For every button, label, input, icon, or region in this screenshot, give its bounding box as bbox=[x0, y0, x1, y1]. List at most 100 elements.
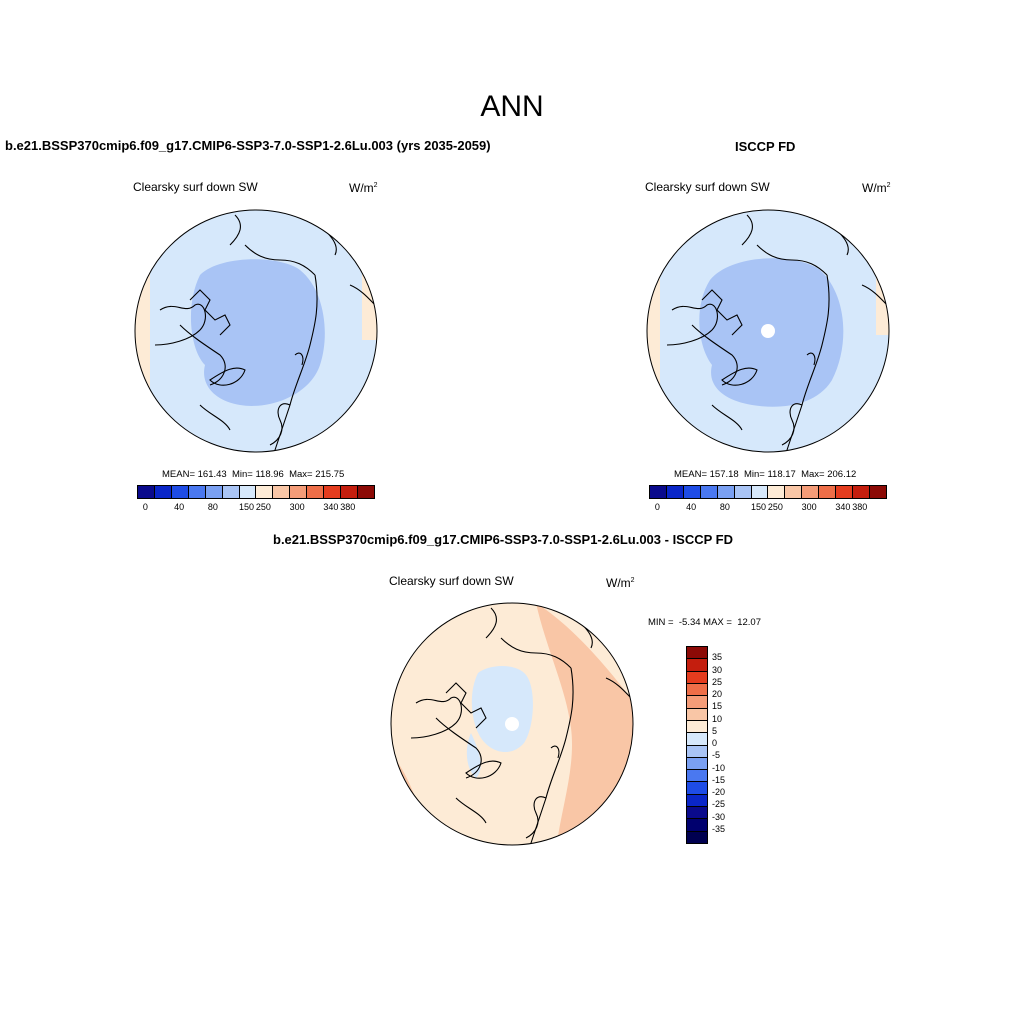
obs-stats: MEAN= 157.18 Min= 118.17 Max= 206.12 bbox=[674, 469, 857, 480]
colorbar-tick-label: 80 bbox=[719, 502, 730, 512]
colorbar-swatch bbox=[687, 745, 707, 758]
colorbar-tick-label: -15 bbox=[712, 774, 726, 785]
colorbar-swatch bbox=[307, 486, 325, 498]
colorbar-swatch bbox=[687, 794, 707, 808]
colorbar-tick-label: -25 bbox=[712, 799, 726, 810]
colorbar-swatch bbox=[687, 807, 707, 820]
colorbar-tick-label: 300 bbox=[289, 502, 305, 512]
colorbar-tick-label: 250 bbox=[767, 502, 783, 512]
colorbar-swatch bbox=[687, 819, 707, 832]
colorbar-swatch bbox=[687, 770, 707, 783]
colorbar-tick-label: 80 bbox=[207, 502, 218, 512]
model-units: W/m2 bbox=[349, 181, 378, 195]
colorbar-tick-label: 10 bbox=[712, 713, 723, 724]
colorbar-swatch bbox=[239, 486, 257, 498]
colorbar-swatch bbox=[205, 486, 223, 498]
colorbar-swatch bbox=[869, 486, 886, 498]
colorbar-swatch bbox=[687, 647, 707, 660]
light-blue-region bbox=[471, 666, 533, 753]
colorbar-tick-label: 150 bbox=[751, 502, 767, 512]
colorbar-swatch bbox=[836, 486, 854, 498]
map-peach-left bbox=[135, 245, 150, 395]
colorbar-swatch bbox=[751, 486, 769, 498]
obs-colorbar-ticks: 0 40 80 150 250 300 340 380 bbox=[649, 502, 885, 514]
obs-polar-map bbox=[646, 209, 890, 453]
diff-units: W/m2 bbox=[606, 576, 635, 590]
colorbar-swatch bbox=[290, 486, 308, 498]
diff-polar-map bbox=[390, 602, 634, 846]
colorbar-swatch bbox=[273, 486, 291, 498]
colorbar-swatch bbox=[666, 486, 684, 498]
colorbar-swatch bbox=[687, 831, 707, 843]
colorbar-tick-label: 25 bbox=[712, 676, 723, 687]
model-polar-map bbox=[134, 209, 378, 453]
colorbar-tick-label: 380 bbox=[340, 502, 356, 512]
colorbar-tick-label: 150 bbox=[239, 502, 255, 512]
diff-minmax: MIN = -5.34 MAX = 12.07 bbox=[648, 617, 761, 628]
colorbar-tick-label: 20 bbox=[712, 689, 723, 699]
colorbar-tick-label: -20 bbox=[712, 787, 726, 797]
model-variable-label: Clearsky surf down SW bbox=[133, 180, 258, 194]
colorbar-tick-label: 340 bbox=[323, 502, 339, 512]
colorbar-tick-label: -30 bbox=[712, 811, 726, 822]
colorbar-swatch bbox=[700, 486, 718, 498]
colorbar-tick-label: -10 bbox=[712, 762, 726, 773]
colorbar-tick-label: 35 bbox=[712, 652, 723, 663]
colorbar-swatch bbox=[256, 486, 274, 498]
colorbar-tick-label: 300 bbox=[801, 502, 817, 512]
colorbar-tick-label: 340 bbox=[835, 502, 851, 512]
model-stats: MEAN= 161.43 Min= 118.96 Max= 215.75 bbox=[162, 469, 345, 480]
colorbar-swatch bbox=[222, 486, 240, 498]
colorbar-swatch bbox=[357, 486, 374, 498]
colorbar-swatch bbox=[734, 486, 752, 498]
colorbar-swatch bbox=[819, 486, 837, 498]
model-colorbar bbox=[137, 485, 375, 499]
diff-panel-title: b.e21.BSSP370cmip6.f09_g17.CMIP6-SSP3-7.… bbox=[273, 532, 734, 547]
colorbar-tick-label: 40 bbox=[686, 502, 697, 512]
colorbar-swatch bbox=[785, 486, 803, 498]
salmon-region-east bbox=[536, 603, 633, 845]
colorbar-swatch bbox=[650, 486, 667, 498]
page-title: ANN bbox=[480, 90, 544, 123]
colorbar-swatch bbox=[687, 671, 707, 684]
missing-data-pole bbox=[761, 324, 775, 338]
colorbar-tick-label: 0 bbox=[142, 502, 148, 512]
colorbar-swatch bbox=[188, 486, 206, 498]
diff-colorbar-ticks: 35 30 25 20 15 10 5 0 -5 -10 -15 -20 -25 -30 -35 bbox=[712, 646, 752, 842]
colorbar-tick-label: 40 bbox=[174, 502, 185, 512]
colorbar-swatch bbox=[687, 782, 707, 795]
colorbar-tick-label: -35 bbox=[712, 823, 726, 834]
obs-colorbar bbox=[649, 485, 887, 499]
colorbar-swatch bbox=[687, 757, 707, 771]
colorbar-swatch bbox=[324, 486, 342, 498]
colorbar-tick-label: 5 bbox=[712, 725, 718, 736]
colorbar-tick-label: 380 bbox=[852, 502, 868, 512]
colorbar-swatch bbox=[687, 708, 707, 721]
diff-variable-label: Clearsky surf down SW bbox=[389, 574, 514, 588]
colorbar-swatch bbox=[687, 733, 707, 746]
colorbar-tick-label: 0 bbox=[654, 502, 660, 512]
obs-variable-label: Clearsky surf down SW bbox=[645, 180, 770, 194]
colorbar-tick-label: 250 bbox=[255, 502, 271, 512]
diff-colorbar bbox=[686, 646, 708, 844]
colorbar-swatch bbox=[687, 683, 707, 697]
colorbar-swatch bbox=[717, 486, 735, 498]
colorbar-swatch bbox=[687, 696, 707, 709]
colorbar-tick-label: 0 bbox=[712, 738, 718, 748]
colorbar-swatch bbox=[341, 486, 358, 498]
colorbar-swatch bbox=[138, 486, 155, 498]
map-peach-right bbox=[362, 260, 377, 340]
obs-units: W/m2 bbox=[862, 181, 891, 195]
obs-panel-title: ISCCP FD bbox=[735, 139, 796, 154]
model-colorbar-ticks: 0 40 80 150 250 300 340 380 bbox=[137, 502, 373, 514]
colorbar-tick-label: 30 bbox=[712, 664, 723, 675]
colorbar-swatch bbox=[802, 486, 820, 498]
colorbar-swatch bbox=[171, 486, 189, 498]
colorbar-swatch bbox=[687, 720, 707, 734]
colorbar-swatch bbox=[853, 486, 870, 498]
model-panel-title: b.e21.BSSP370cmip6.f09_g17.CMIP6-SSP3-7.… bbox=[5, 138, 491, 153]
colorbar-tick-label: 15 bbox=[712, 701, 723, 712]
colorbar-tick-label: -5 bbox=[712, 750, 721, 761]
colorbar-swatch bbox=[687, 659, 707, 672]
colorbar-swatch bbox=[154, 486, 172, 498]
